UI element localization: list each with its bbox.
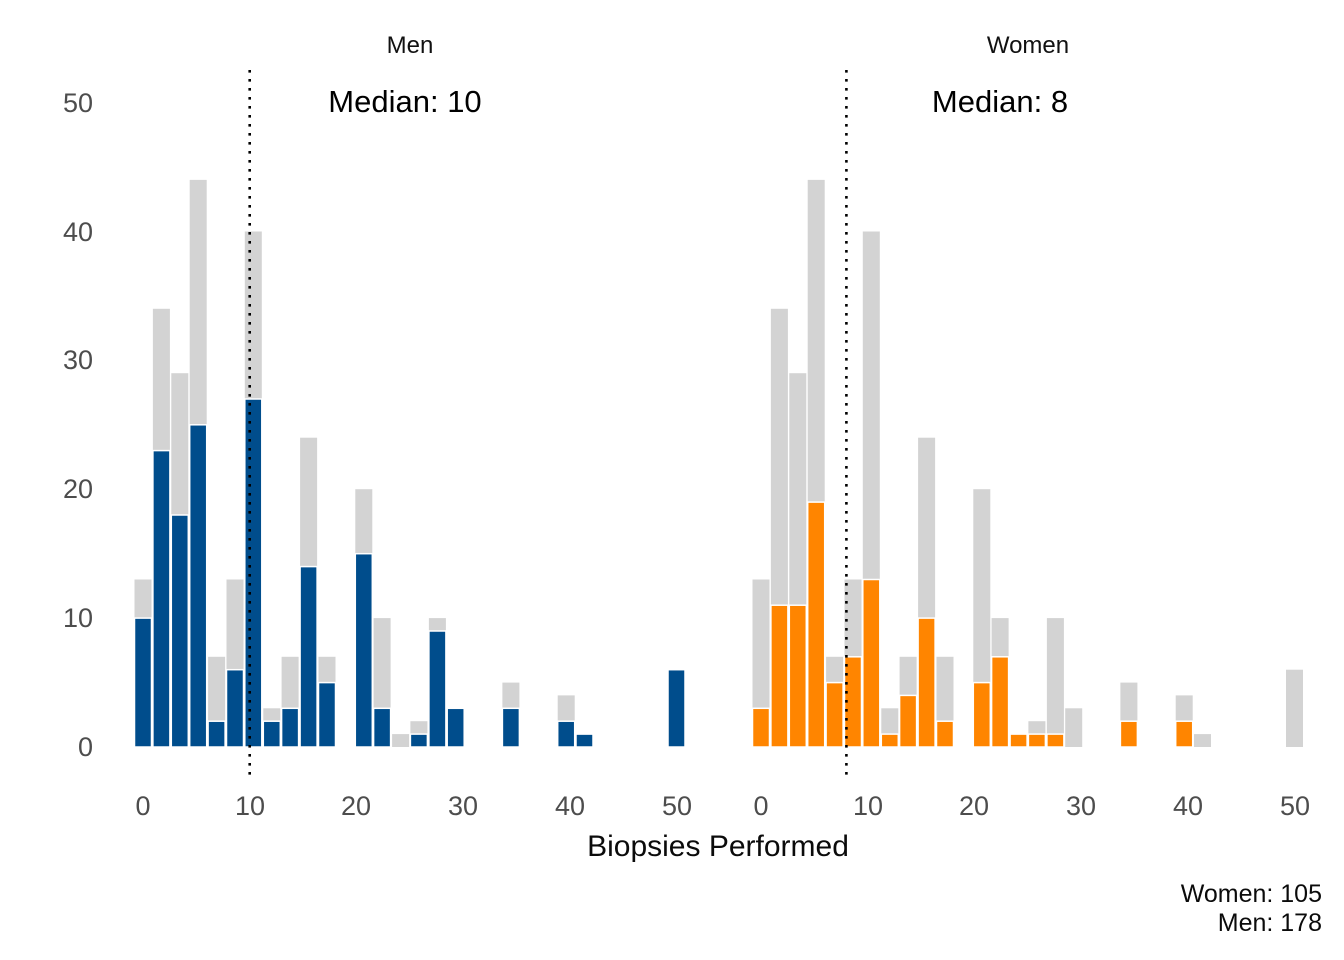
- histogram-bar-men: [501, 707, 521, 748]
- histogram-bar-men: [317, 681, 337, 748]
- y-tick-label: 0: [78, 732, 93, 762]
- x-tick-label: 10: [235, 791, 265, 821]
- histogram-bar-total: [1286, 669, 1303, 747]
- footer-women-count: Women: 105: [1181, 880, 1322, 908]
- x-tick-label: 0: [753, 791, 768, 821]
- histogram-bar-women: [972, 681, 992, 748]
- facet-title-women: Women: [987, 32, 1069, 59]
- bars-layer: [133, 179, 1303, 748]
- y-tick-label: 30: [63, 345, 93, 375]
- histogram-bar-men: [446, 707, 465, 748]
- x-axis-title: Biopsies Performed: [587, 830, 849, 863]
- histogram-bar-men: [372, 707, 392, 748]
- histogram-bar-total: [1065, 708, 1083, 747]
- histogram-bar-women: [825, 681, 844, 748]
- histogram-bar-total: [392, 734, 410, 747]
- histogram-bar-men: [575, 733, 594, 748]
- histogram-bar-women: [1009, 733, 1028, 748]
- y-tick-label: 40: [63, 217, 93, 247]
- histogram-bar-men: [207, 720, 226, 748]
- y-tick-label: 20: [63, 474, 93, 504]
- x-tick-label: 20: [341, 791, 371, 821]
- histogram-bar-men: [170, 514, 190, 748]
- y-tick-label: 10: [63, 603, 93, 633]
- median-annotation-women: Median: 8: [932, 84, 1068, 119]
- histogram-bar-total: [752, 579, 770, 747]
- histogram-bar-men: [152, 449, 171, 748]
- y-axis: 0 10 20 30 40 50: [63, 88, 93, 762]
- histogram-bar-women: [990, 656, 1010, 748]
- histogram-bar-men: [188, 424, 208, 748]
- footer-men-count: Men: 178: [1218, 909, 1322, 937]
- x-tick-label: 30: [1066, 791, 1096, 821]
- histogram-bar-men: [262, 720, 282, 748]
- histogram-bar-men: [428, 630, 447, 748]
- x-tick-label: 40: [555, 791, 585, 821]
- x-axis-men: 0 10 20 30 40 50: [135, 791, 692, 821]
- x-tick-label: 0: [135, 791, 150, 821]
- histogram-bar-total: [1046, 618, 1064, 747]
- histogram-bar-women: [751, 707, 771, 748]
- histogram-bar-men: [244, 398, 263, 748]
- y-tick-label: 50: [63, 88, 93, 118]
- histogram-bar-women: [898, 694, 918, 748]
- histogram-bar-women: [1174, 720, 1194, 748]
- x-tick-label: 10: [853, 791, 883, 821]
- histogram-bar-women: [806, 501, 826, 748]
- histogram-bar-men: [556, 720, 576, 748]
- histogram-bar-men: [354, 552, 374, 748]
- histogram-bar-women: [862, 578, 881, 748]
- x-tick-label: 20: [959, 791, 989, 821]
- histogram-bar-men: [667, 668, 686, 748]
- histogram-bar-women: [1119, 720, 1139, 748]
- histogram-bar-women: [788, 604, 808, 748]
- histogram-bar-women: [843, 656, 863, 748]
- histogram-bar-men: [280, 707, 300, 748]
- x-axis-women: 0 10 20 30 40 50: [753, 791, 1310, 821]
- histogram-bar-women: [770, 604, 789, 748]
- histogram-bar-women: [1046, 733, 1065, 748]
- histogram-bar-women: [1027, 733, 1047, 748]
- histogram-bar-total: [1194, 734, 1211, 747]
- histogram-bar-men: [409, 733, 429, 748]
- facet-title-men: Men: [387, 32, 434, 59]
- histogram-bar-men: [299, 565, 318, 748]
- histogram-bar-women: [880, 733, 900, 748]
- median-lines-layer: [248, 70, 848, 779]
- x-tick-label: 40: [1173, 791, 1203, 821]
- median-annotation-men: Median: 10: [328, 84, 481, 119]
- histogram-bar-women: [917, 617, 936, 748]
- histogram-bar-men: [225, 668, 245, 748]
- histogram-bar-men: [133, 617, 153, 748]
- x-tick-label: 50: [662, 791, 692, 821]
- x-tick-label: 30: [448, 791, 478, 821]
- x-tick-label: 50: [1280, 791, 1310, 821]
- histogram-bar-women: [935, 720, 955, 748]
